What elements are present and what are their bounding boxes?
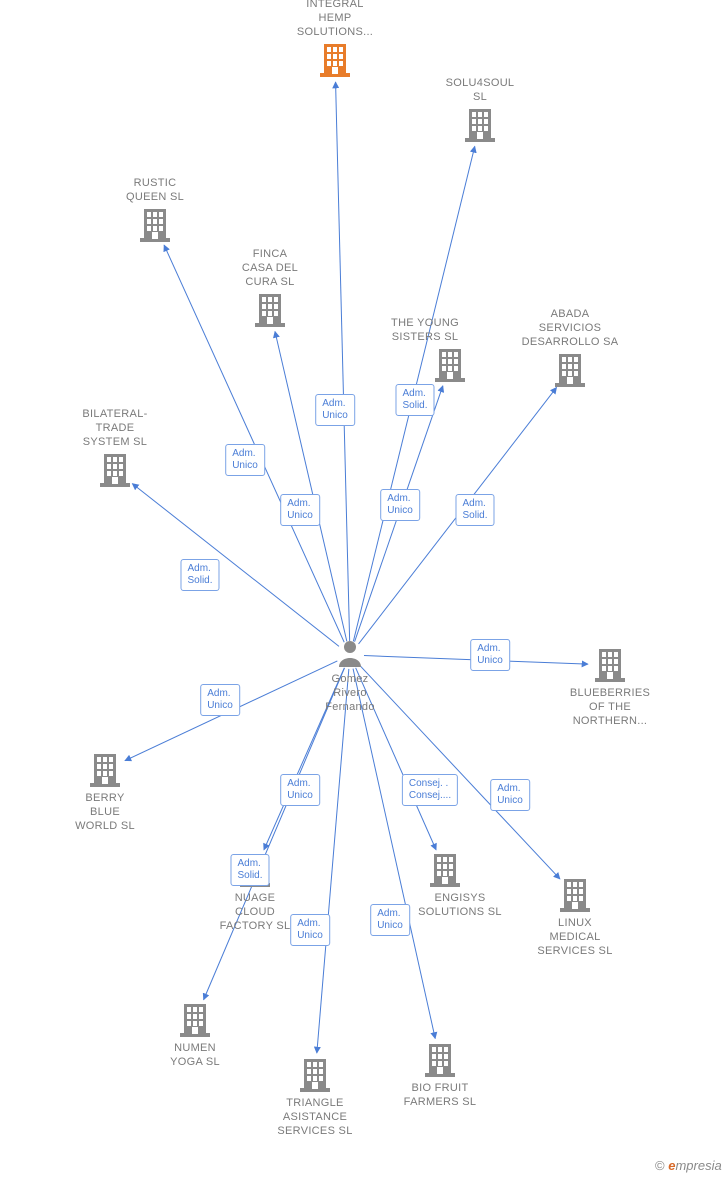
- edge-line: [275, 331, 347, 641]
- node-label: BLUEBERRIES OF THE NORTHERN...: [555, 687, 665, 728]
- company-node[interactable]: BLUEBERRIES OF THE NORTHERN...: [555, 685, 665, 728]
- node-label: BERRY BLUE WORLD SL: [50, 792, 160, 833]
- company-node[interactable]: INTEGRAL HEMP SOLUTIONS...: [280, 0, 390, 39]
- node-label: ABADA SERVICIOS DESARROLLO SA: [515, 308, 625, 349]
- node-label: BILATERAL- TRADE SYSTEM SL: [60, 408, 170, 449]
- node-label: TRIANGLE ASISTANCE SERVICES SL: [260, 1097, 370, 1138]
- company-icon[interactable]: [560, 879, 590, 912]
- company-icon[interactable]: [300, 1059, 330, 1092]
- edge-label: Adm. Unico: [490, 779, 530, 811]
- node-label: RUSTIC QUEEN SL: [100, 177, 210, 205]
- company-icon[interactable]: [180, 1004, 210, 1037]
- edge-label: Consej. . Consej....: [402, 774, 458, 806]
- edge-line: [336, 82, 350, 641]
- company-icon[interactable]: [140, 209, 170, 242]
- node-label: ENGISYS SOLUTIONS SL: [405, 892, 515, 920]
- node-label: FINCA CASA DEL CURA SL: [215, 248, 325, 289]
- company-node[interactable]: NUMEN YOGA SL: [140, 1040, 250, 1070]
- edge-label: Adm. Unico: [280, 494, 320, 526]
- node-label: INTEGRAL HEMP SOLUTIONS...: [280, 0, 390, 39]
- copyright-symbol: ©: [655, 1158, 665, 1173]
- edge-label: Adm. Unico: [470, 639, 510, 671]
- company-node[interactable]: BILATERAL- TRADE SYSTEM SL: [60, 406, 170, 449]
- edge-label: Adm. Solid.: [180, 559, 219, 591]
- company-node[interactable]: FINCA CASA DEL CURA SL: [215, 246, 325, 289]
- company-node[interactable]: ABADA SERVICIOS DESARROLLO SA: [515, 306, 625, 349]
- node-label: LINUX MEDICAL SERVICES SL: [520, 917, 630, 958]
- node-label: Gomez Rivero Fernando: [295, 673, 405, 714]
- edge-label: Adm. Unico: [200, 684, 240, 716]
- company-icon[interactable]: [100, 454, 130, 487]
- brand-rest: mpresia: [675, 1158, 721, 1173]
- edge-line: [353, 669, 435, 1039]
- company-node[interactable]: BIO FRUIT FARMERS SL: [385, 1080, 495, 1110]
- edge-line: [317, 669, 349, 1053]
- edge-label: Adm. Unico: [225, 444, 265, 476]
- edge-label: Adm. Unico: [315, 394, 355, 426]
- company-icon[interactable]: [555, 354, 585, 387]
- edge-label: Adm. Unico: [380, 489, 420, 521]
- company-node[interactable]: SOLU4SOUL SL: [425, 75, 535, 105]
- edge-label: Adm. Solid.: [395, 384, 434, 416]
- company-icon[interactable]: [425, 1044, 455, 1077]
- edge-label: Adm. Unico: [290, 914, 330, 946]
- node-label: NUMEN YOGA SL: [140, 1042, 250, 1070]
- edge-line: [204, 668, 345, 1000]
- company-node[interactable]: ENGISYS SOLUTIONS SL: [405, 890, 515, 920]
- company-node[interactable]: TRIANGLE ASISTANCE SERVICES SL: [260, 1095, 370, 1138]
- company-icon[interactable]: [90, 754, 120, 787]
- company-icon[interactable]: [255, 294, 285, 327]
- edge-label: Adm. Unico: [370, 904, 410, 936]
- company-icon[interactable]: [320, 44, 350, 77]
- company-icon[interactable]: [465, 109, 495, 142]
- node-label: SOLU4SOUL SL: [425, 77, 535, 105]
- edge-label: Adm. Solid.: [455, 494, 494, 526]
- watermark: © empresia: [655, 1158, 722, 1173]
- company-node[interactable]: LINUX MEDICAL SERVICES SL: [520, 915, 630, 958]
- edge-label: Adm. Solid.: [230, 854, 269, 886]
- company-node[interactable]: BERRY BLUE WORLD SL: [50, 790, 160, 833]
- center-person-node[interactable]: Gomez Rivero Fernando: [295, 671, 405, 714]
- company-icon[interactable]: [595, 649, 625, 682]
- company-icon[interactable]: [430, 854, 460, 887]
- node-label: BIO FRUIT FARMERS SL: [385, 1082, 495, 1110]
- company-node[interactable]: RUSTIC QUEEN SL: [100, 175, 210, 205]
- company-icon[interactable]: [435, 349, 465, 382]
- edge-label: Adm. Unico: [280, 774, 320, 806]
- company-node[interactable]: THE YOUNG SISTERS SL: [370, 315, 480, 345]
- node-label: THE YOUNG SISTERS SL: [370, 317, 480, 345]
